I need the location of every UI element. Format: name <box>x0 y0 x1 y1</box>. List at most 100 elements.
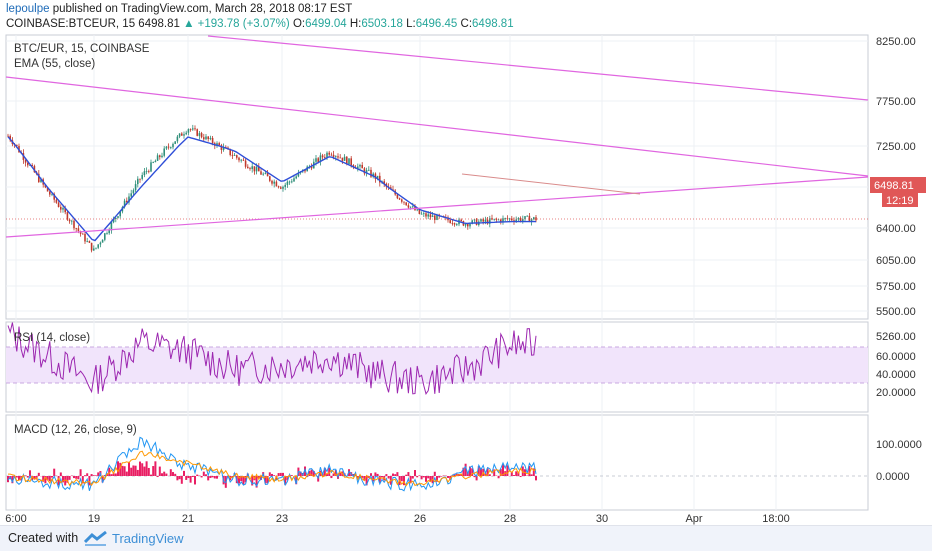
x-tick-label: 21 <box>182 513 194 525</box>
candle-body <box>240 160 242 161</box>
macd-histogram-bar <box>531 474 533 476</box>
candle-body <box>535 217 537 220</box>
macd-histogram-bar <box>427 476 429 478</box>
macd-histogram-bar <box>447 476 449 478</box>
macd-histogram-bar <box>80 469 82 476</box>
short-trendline <box>462 174 640 194</box>
candle-body <box>203 137 205 139</box>
candle-body <box>199 133 201 136</box>
macd-histogram-bar <box>418 475 420 476</box>
macd-histogram-bar <box>443 475 445 476</box>
candle-body <box>278 186 280 187</box>
candle-body <box>177 137 179 142</box>
macd-histogram-bar <box>165 474 167 476</box>
x-tick-label: 26 <box>414 513 426 525</box>
candle-body <box>251 166 253 169</box>
candle-body <box>427 214 429 216</box>
candle-body <box>155 161 157 162</box>
candle-body <box>291 181 293 182</box>
candle-body <box>181 134 183 136</box>
candle-body <box>133 190 135 193</box>
candle-body <box>485 220 487 222</box>
tradingview-logo-icon <box>84 530 108 546</box>
rsi-band-layer <box>6 347 868 383</box>
macd-histogram-bar <box>159 467 161 476</box>
candle-body <box>192 128 194 129</box>
candle-body <box>245 161 247 167</box>
macd-histogram-bar <box>412 476 414 479</box>
candle-body <box>410 207 412 208</box>
macd-histogram-bar <box>392 474 394 476</box>
macd-histogram-bar <box>176 476 178 480</box>
candle-body <box>322 155 324 157</box>
macd-histogram-bar <box>196 475 198 476</box>
candle-body <box>60 207 62 210</box>
price-tick-label: 8250.00 <box>876 36 916 48</box>
macd-histogram-bar <box>278 473 280 476</box>
tradingview-brand-link[interactable]: TradingView <box>112 531 184 546</box>
candle-body <box>412 206 414 207</box>
macd-histogram-bar <box>86 473 88 476</box>
macd-histogram-bar <box>27 476 29 478</box>
macd-histogram-bar <box>339 473 341 476</box>
candle-body <box>342 158 344 161</box>
macd-histogram-bar <box>115 473 117 476</box>
candle-body <box>135 184 137 190</box>
grid <box>6 35 868 510</box>
candle-body <box>146 171 148 172</box>
macd-histogram-bar <box>97 472 99 476</box>
macd-histogram-bar <box>154 461 156 476</box>
macd-histogram-bar <box>93 475 95 476</box>
candle-body <box>91 243 93 251</box>
macd-histogram-bar <box>181 476 183 484</box>
candle-body <box>247 167 249 168</box>
candle-body <box>49 191 51 194</box>
candle-body <box>348 158 350 164</box>
candle-body <box>405 202 407 205</box>
macd-histogram-bar <box>130 468 132 476</box>
rsi-band <box>6 347 868 383</box>
macd-histogram-bar <box>69 476 71 480</box>
candle-body <box>139 179 141 180</box>
price-tick-label: 7750.00 <box>876 96 916 108</box>
candle-body <box>295 176 297 178</box>
candle-body <box>150 162 152 171</box>
macd-histogram-bar <box>414 470 416 476</box>
macd-histogram-bar <box>132 465 134 476</box>
main-pane-title: BTC/EUR, 15, COINBASE <box>14 43 150 55</box>
candle-body <box>280 187 282 188</box>
macd-histogram-bar <box>128 462 130 476</box>
x-tick-label: 23 <box>276 513 288 525</box>
macd-histogram-bar <box>190 476 192 483</box>
candle-body <box>344 157 346 161</box>
candle-body <box>201 133 203 137</box>
macd-histogram-bar <box>381 476 383 477</box>
candle-body <box>144 171 146 175</box>
candle-body <box>166 147 168 149</box>
macd-histogram-bar <box>163 472 165 476</box>
macd-histogram-bar <box>489 474 491 476</box>
candle-body <box>93 248 95 250</box>
macd-histogram-bar <box>141 463 143 476</box>
macd-histogram-bar <box>124 466 126 476</box>
macd-histogram-bar <box>385 474 387 476</box>
candle-body <box>152 162 154 163</box>
macd-histogram-bar <box>60 472 62 476</box>
candle-body <box>469 224 471 226</box>
footer: Created with TradingView <box>0 525 932 551</box>
macd-histogram-bar <box>179 476 181 479</box>
macd-histogram-bar <box>25 475 27 476</box>
candle-body <box>328 153 330 155</box>
macd-histogram-bar <box>201 476 203 477</box>
x-tick-label: 18:00 <box>762 513 790 525</box>
candle-body <box>207 137 209 140</box>
macd-histogram-bar <box>75 476 77 479</box>
candle-body <box>104 233 106 240</box>
candle-body <box>137 179 139 184</box>
candle-body <box>315 158 317 162</box>
descending-trendline <box>6 77 868 176</box>
candle-body <box>82 234 84 235</box>
candle-body <box>163 149 165 156</box>
candle-body <box>89 241 91 243</box>
